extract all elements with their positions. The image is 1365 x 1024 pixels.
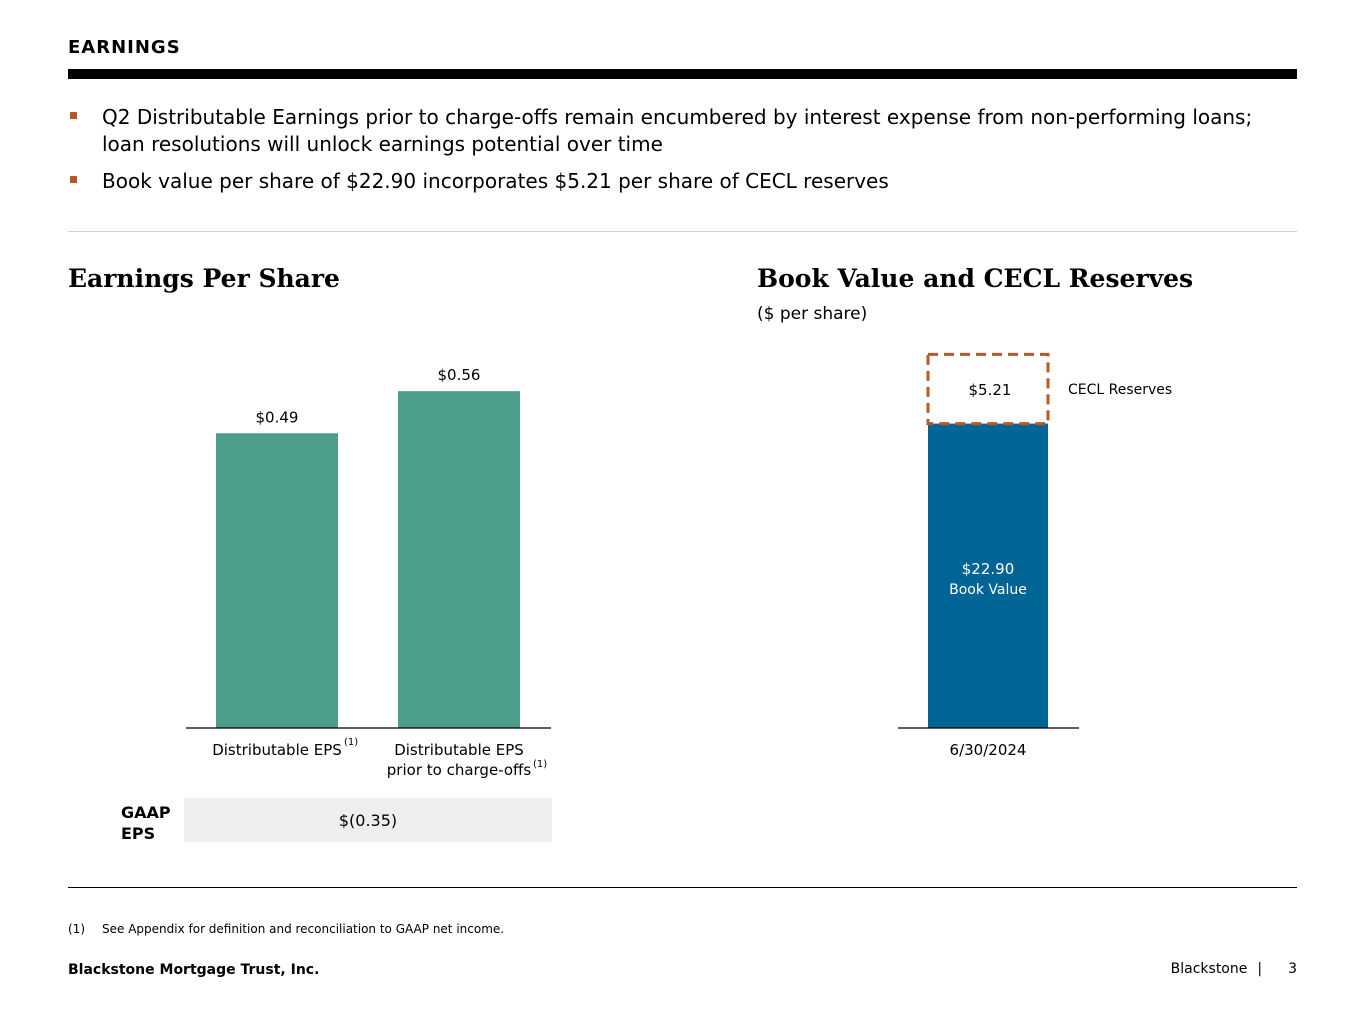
- title-rule: [68, 69, 1297, 79]
- section-title: EARNINGS: [68, 37, 181, 58]
- book-value-bar: [928, 423, 1048, 728]
- book-chart-title: Book Value and CECL Reserves: [757, 264, 1194, 293]
- eps-bar: [398, 391, 520, 728]
- square-bullet-icon: [70, 112, 77, 119]
- book-chart: $22.90 Book Value $5.21 CECL Reserves 6/30/2…: [898, 352, 1172, 759]
- section-divider: [68, 231, 1297, 232]
- book-chart-subtitle: ($ per share): [757, 304, 868, 324]
- bullet-text: Book value per share of $22.90 incorpora…: [102, 169, 889, 193]
- gaap-label-line: GAAP: [121, 803, 171, 822]
- eps-category-label: prior to charge-offs: [387, 761, 532, 779]
- cecl-reserves-bar: [926, 352, 1050, 426]
- footnote: (1) See Appendix for definition and recon…: [68, 922, 504, 936]
- brand-footer: Blackstone | 3: [1171, 961, 1297, 977]
- brand-name: Blackstone: [1170, 961, 1248, 977]
- bullet-text: Q2 Distributable Earnings prior to charg…: [102, 105, 1253, 156]
- eps-bar: [216, 433, 338, 728]
- book-value-sublabel: Book Value: [949, 582, 1027, 598]
- cecl-value-label: $5.21: [969, 381, 1012, 399]
- bullet-item: Q2 Distributable Earnings prior to charg…: [68, 104, 1297, 158]
- footnote-text: See Appendix for definition and reconcil…: [102, 922, 505, 936]
- bullet-list: Q2 Distributable Earnings prior to charg…: [68, 104, 1297, 205]
- eps-value-label: $0.49: [256, 408, 299, 426]
- gaap-eps-value: $(0.35): [338, 810, 398, 830]
- footer-rule: [68, 887, 1297, 888]
- footnote-number: (1): [68, 922, 85, 936]
- eps-category-label: Distributable EPS: [212, 741, 342, 759]
- page-number: 3: [1288, 961, 1297, 977]
- eps-category-label: Distributable EPS: [394, 741, 524, 759]
- gaap-label-line: EPS: [121, 824, 156, 843]
- book-category-label: 6/30/2024: [950, 741, 1027, 759]
- brand-separator: |: [1257, 961, 1263, 977]
- company-name: Blackstone Mortgage Trust, Inc.: [68, 962, 320, 978]
- eps-value-label: $0.56: [438, 366, 481, 384]
- cecl-legend-label: CECL Reserves: [1068, 382, 1172, 398]
- square-bullet-icon: [70, 176, 77, 183]
- bullet-item: Book value per share of $22.90 incorpora…: [68, 168, 1297, 195]
- eps-chart-title: Earnings Per Share: [68, 264, 340, 293]
- book-value-label: $22.90: [962, 560, 1015, 578]
- gaap-eps-value-box: $(0.35): [184, 798, 552, 842]
- eps-category-footnote: (1): [533, 759, 547, 770]
- eps-category-footnote: (1): [344, 737, 358, 748]
- gaap-eps-label: GAAP EPS: [121, 802, 171, 844]
